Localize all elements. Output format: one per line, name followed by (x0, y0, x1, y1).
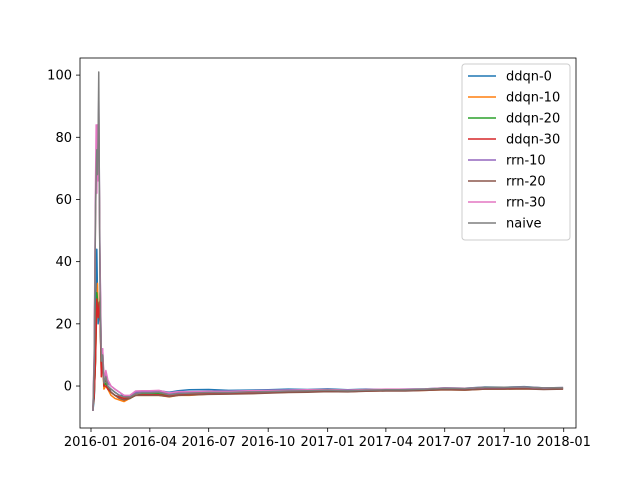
x-tick-label: 2016-01 (64, 435, 118, 450)
x-tick-label: 2017-04 (359, 435, 413, 450)
legend-label-ddqn-10: ddqn-10 (506, 91, 560, 106)
legend-label-rrn-20: rrn-20 (506, 175, 546, 190)
y-tick-label: 100 (47, 69, 72, 84)
legend: ddqn-0 ddqn-10 ddqn-20 ddqn-30 rrn-10 rrn-20 r… (461, 63, 571, 241)
x-tick-label: 2016-10 (241, 435, 295, 450)
legend-box (461, 63, 571, 241)
y-tick-label: 80 (55, 131, 72, 146)
legend-label-ddqn-0: ddqn-0 (506, 70, 552, 85)
x-tick-label: 2017-10 (477, 435, 531, 450)
y-tick-label: 60 (55, 193, 72, 208)
legend-label-rrn-30: rrn-30 (506, 196, 546, 211)
x-tick-label: 2016-07 (182, 435, 236, 450)
x-axis: 2016-01 2016-04 2016-07 2016-10 2017-01 2017-… (64, 428, 591, 450)
legend-label-ddqn-30: ddqn-30 (506, 133, 560, 148)
y-axis: 0 20 40 60 80 100 (47, 69, 80, 395)
y-tick-label: 40 (55, 255, 72, 270)
legend-label-naive: naive (506, 217, 542, 232)
plot-lines (92, 71, 564, 411)
legend-label-ddqn-20: ddqn-20 (506, 112, 560, 127)
x-tick-label: 2016-04 (123, 435, 177, 450)
y-tick-label: 0 (64, 380, 72, 395)
legend-label-rrn-10: rrn-10 (506, 154, 546, 169)
x-tick-label: 2018-01 (537, 435, 591, 450)
series-line-naive (92, 71, 564, 411)
x-tick-label: 2017-07 (418, 435, 472, 450)
y-tick-label: 20 (55, 317, 72, 332)
x-tick-label: 2017-01 (301, 435, 355, 450)
